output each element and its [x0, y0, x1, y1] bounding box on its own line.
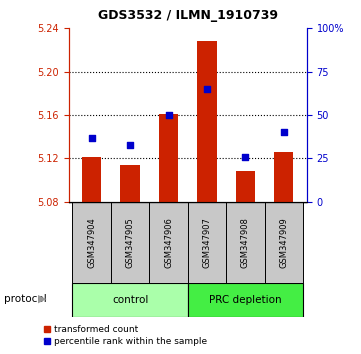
Bar: [73, 283, 188, 317]
Bar: [197, 41, 217, 202]
Text: ▶: ▶: [38, 294, 47, 304]
Bar: [82, 157, 101, 202]
Text: GDS3532 / ILMN_1910739: GDS3532 / ILMN_1910739: [98, 9, 278, 22]
Point: [204, 86, 210, 92]
Text: GSM347907: GSM347907: [203, 217, 212, 268]
Bar: [274, 152, 293, 202]
Text: GSM347908: GSM347908: [241, 217, 250, 268]
Point: [127, 142, 133, 147]
Text: protocol: protocol: [4, 294, 46, 304]
Point: [89, 135, 95, 141]
Bar: [188, 283, 303, 317]
Point: [166, 112, 171, 118]
Text: GSM347905: GSM347905: [126, 217, 135, 268]
Point: [281, 130, 287, 135]
Bar: [159, 114, 178, 202]
Text: GSM347909: GSM347909: [279, 217, 288, 268]
Point: [243, 154, 248, 160]
Text: GSM347904: GSM347904: [87, 217, 96, 268]
Bar: [226, 202, 265, 283]
Text: PRC depletion: PRC depletion: [209, 295, 282, 305]
Bar: [111, 202, 149, 283]
Bar: [73, 202, 111, 283]
Legend: transformed count, percentile rank within the sample: transformed count, percentile rank withi…: [41, 321, 211, 349]
Text: GSM347906: GSM347906: [164, 217, 173, 268]
Bar: [188, 202, 226, 283]
Bar: [265, 202, 303, 283]
Text: control: control: [112, 295, 148, 305]
Bar: [121, 165, 140, 202]
Bar: [149, 202, 188, 283]
Bar: [236, 171, 255, 202]
